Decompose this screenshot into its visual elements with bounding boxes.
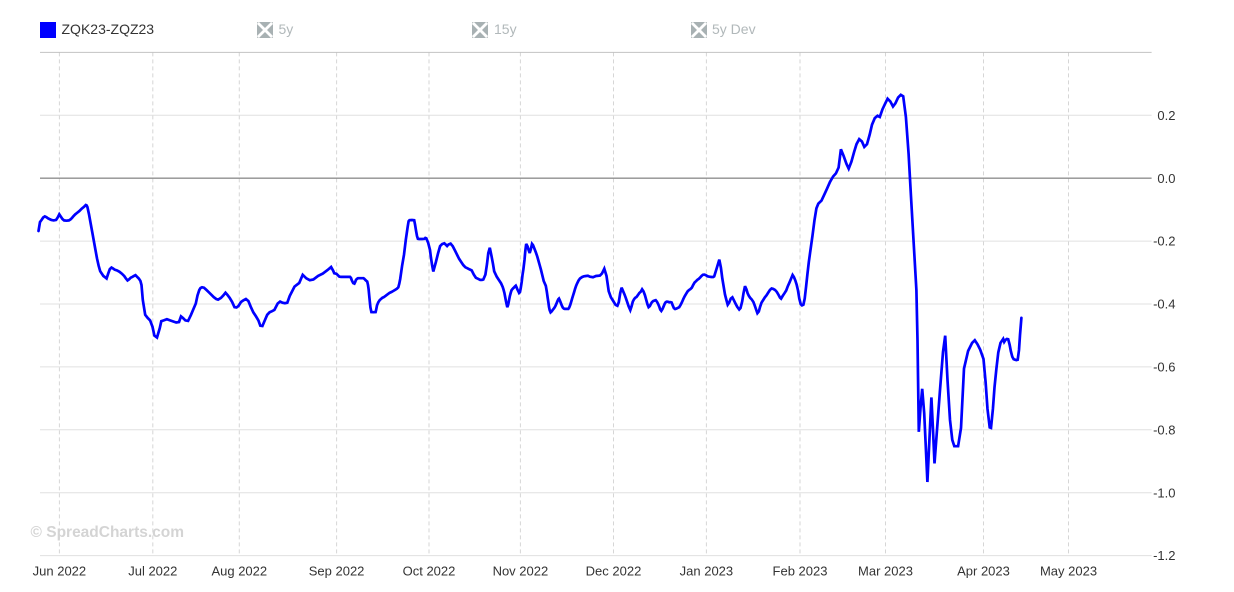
svg-text:May 2023: May 2023 (1040, 564, 1097, 579)
svg-text:-1.2: -1.2 (1153, 548, 1175, 563)
svg-text:© SpreadCharts.com: © SpreadCharts.com (31, 524, 185, 541)
svg-text:Aug 2022: Aug 2022 (211, 564, 267, 579)
svg-text:Dec 2022: Dec 2022 (586, 564, 642, 579)
svg-text:Sep 2022: Sep 2022 (309, 564, 365, 579)
svg-text:Jun 2022: Jun 2022 (33, 564, 87, 579)
svg-text:Feb 2023: Feb 2023 (773, 564, 828, 579)
svg-text:-0.8: -0.8 (1153, 422, 1175, 437)
svg-text:-1.0: -1.0 (1153, 485, 1175, 500)
svg-text:-0.6: -0.6 (1153, 360, 1175, 375)
svg-text:Nov 2022: Nov 2022 (493, 564, 549, 579)
svg-text:Jul 2022: Jul 2022 (128, 564, 177, 579)
svg-text:Apr 2023: Apr 2023 (957, 564, 1010, 579)
svg-text:Mar 2023: Mar 2023 (858, 564, 913, 579)
svg-text:-0.4: -0.4 (1153, 297, 1175, 312)
svg-text:0.2: 0.2 (1157, 108, 1175, 123)
svg-text:Oct 2022: Oct 2022 (403, 564, 456, 579)
svg-text:-0.2: -0.2 (1153, 234, 1175, 249)
svg-text:Jan 2023: Jan 2023 (680, 564, 734, 579)
svg-text:0.0: 0.0 (1157, 171, 1175, 186)
